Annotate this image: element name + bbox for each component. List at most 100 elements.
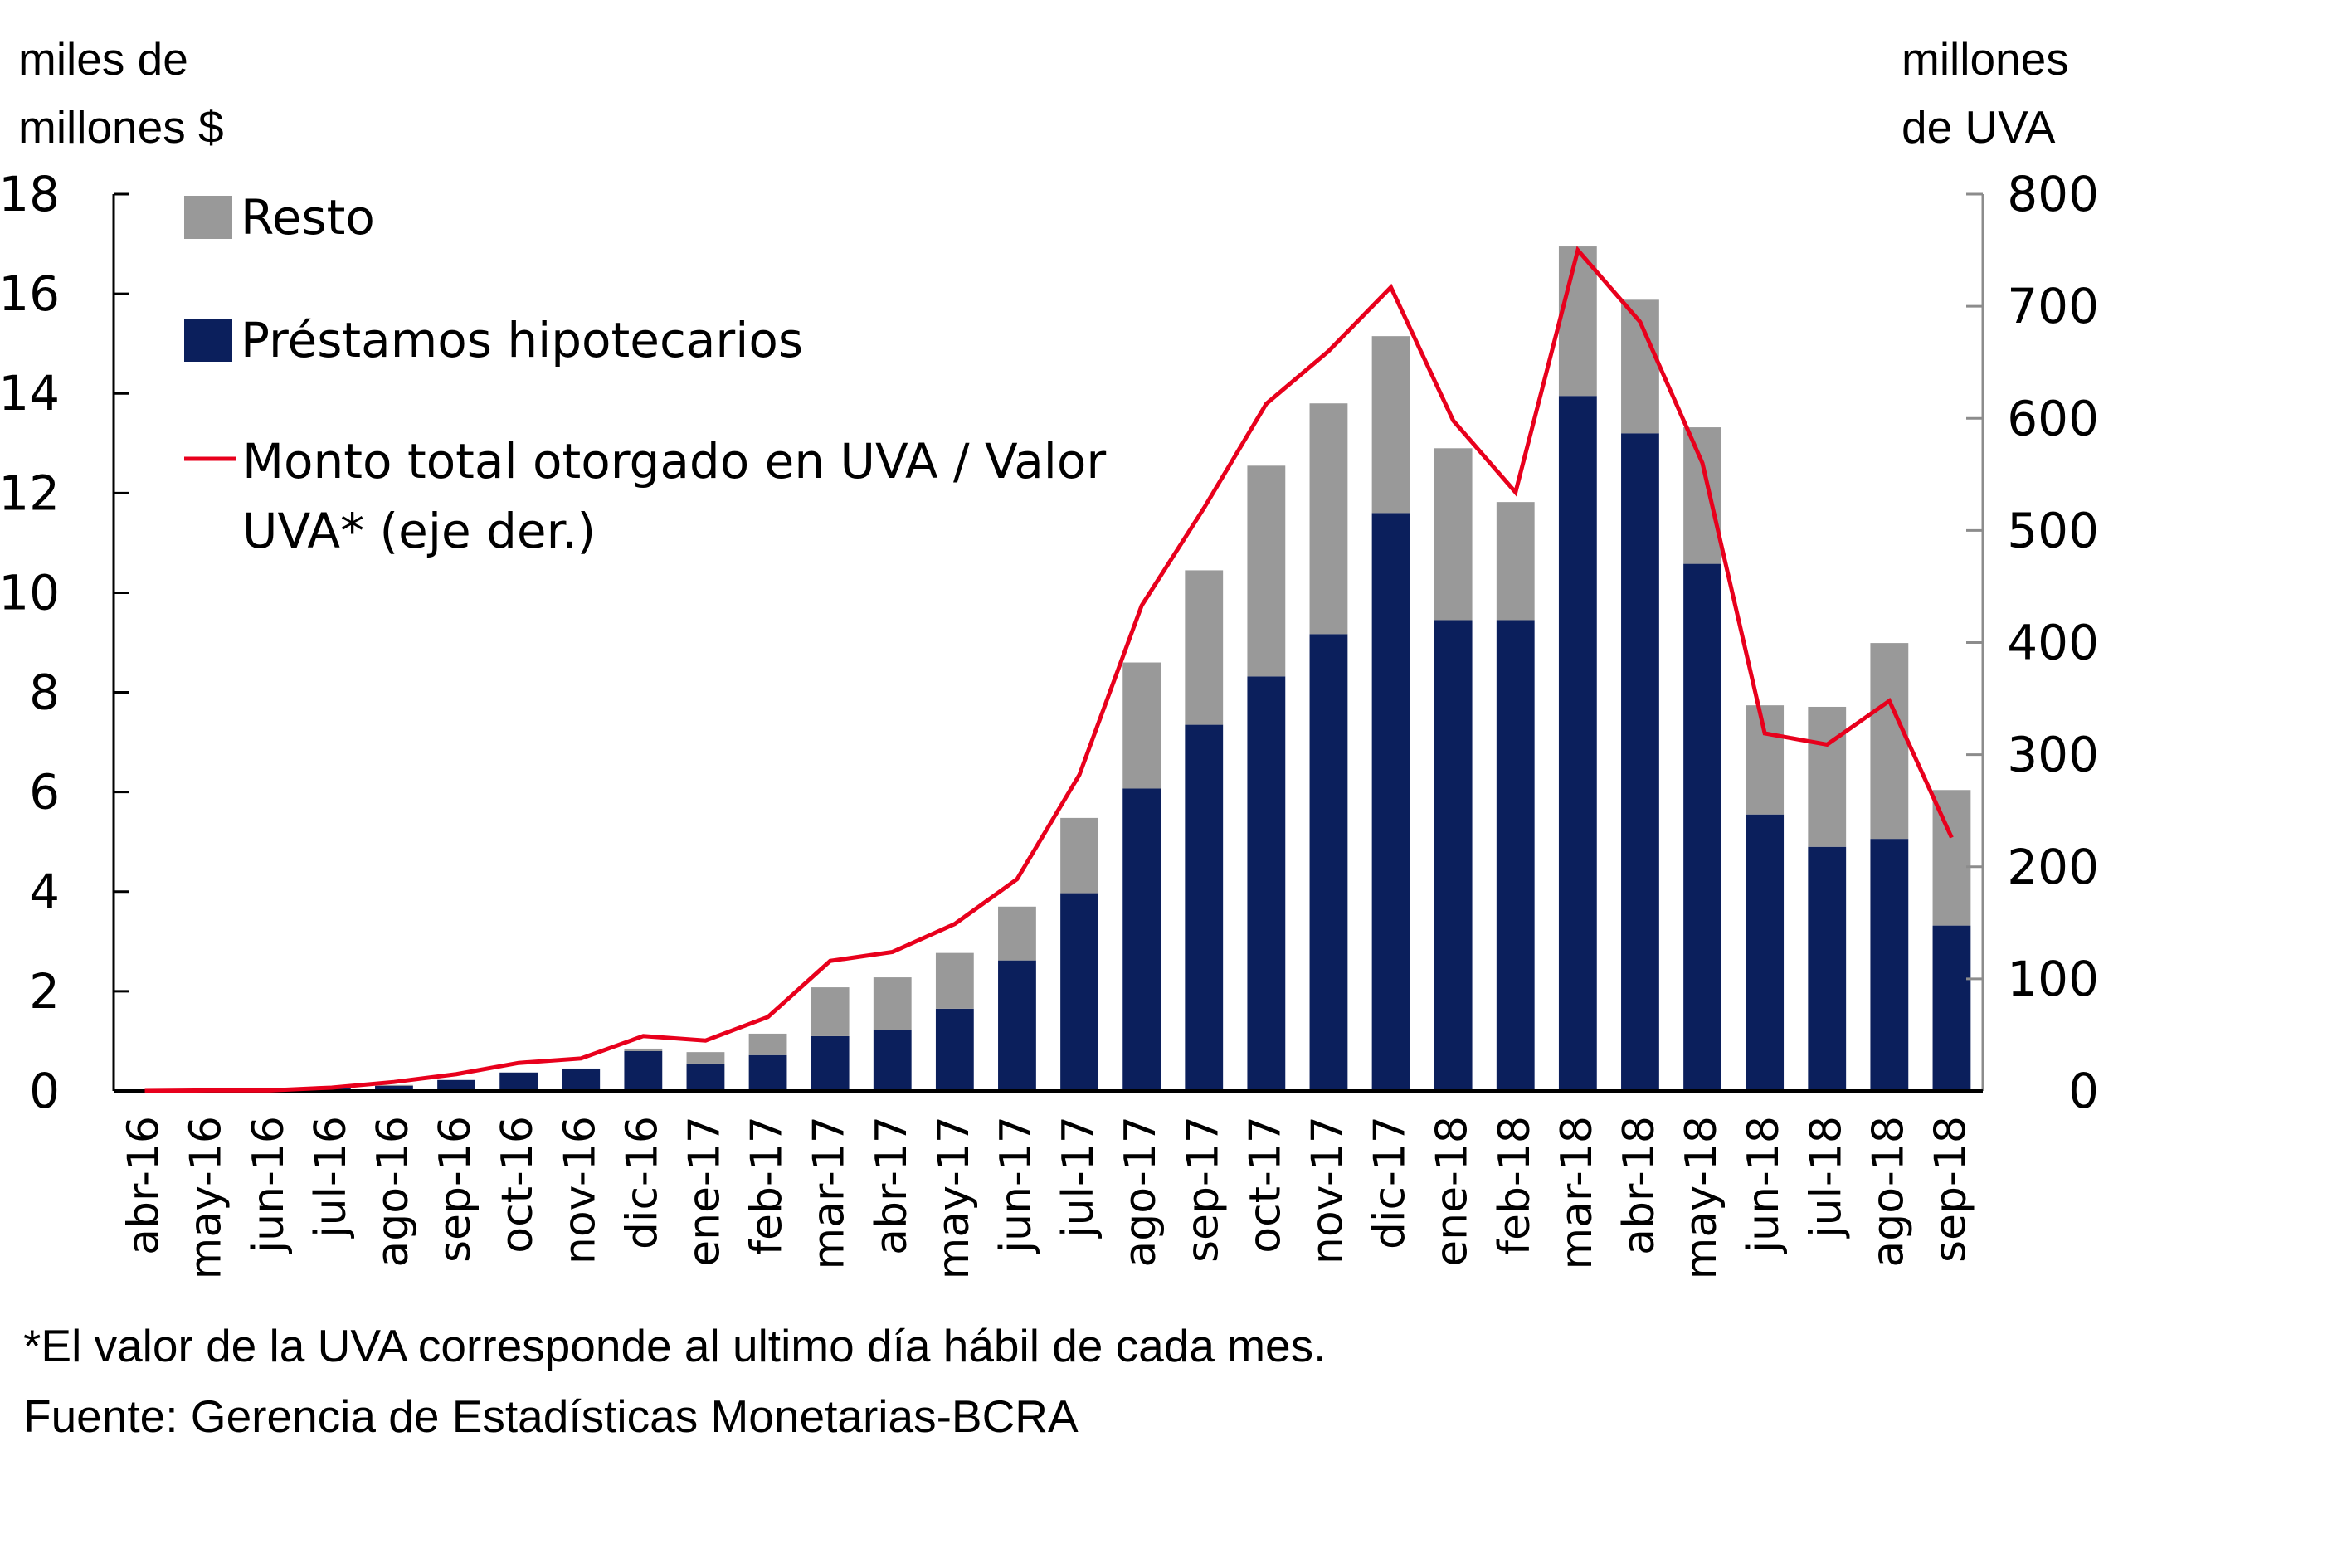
x-axis-tick-label: abr-18 <box>1614 1116 1664 1255</box>
bar-resto <box>998 906 1036 961</box>
left-axis-tick-label: 2 <box>29 963 60 1020</box>
x-axis-tick-label: ago-16 <box>368 1116 418 1268</box>
right-axis-tick-label: 0 <box>2068 1063 2099 1119</box>
bar-resto <box>624 1048 663 1051</box>
x-axis-tick-label: dic-16 <box>617 1116 667 1249</box>
bar-resto <box>1870 643 1909 840</box>
left-axis-tick-label: 16 <box>0 265 60 322</box>
bar-prestamos-hipotecarios <box>686 1063 725 1091</box>
x-axis-tick-label: jun-16 <box>244 1116 294 1254</box>
bar-prestamos-hipotecarios <box>1185 724 1224 1091</box>
bar-resto <box>811 987 850 1036</box>
bar-resto <box>873 977 912 1030</box>
x-axis-tick-label: sep-17 <box>1178 1116 1228 1263</box>
bar-resto <box>1746 705 1785 815</box>
left-axis-tick-label: 0 <box>29 1063 60 1119</box>
x-axis-tick-label: jun-18 <box>1739 1116 1789 1254</box>
x-axis-tick-label: jun-17 <box>991 1116 1041 1254</box>
right-axis-tick-label: 600 <box>2007 390 2099 446</box>
x-axis-tick-label: ene-17 <box>679 1116 729 1267</box>
x-axis-tick-label: may-16 <box>182 1116 231 1279</box>
bar-prestamos-hipotecarios <box>1122 788 1161 1091</box>
x-axis-tick-label: jul-16 <box>306 1116 356 1239</box>
x-axis-tick-label: ene-18 <box>1428 1116 1478 1267</box>
right-axis-tick-label: 700 <box>2007 278 2099 334</box>
bar-resto <box>1371 336 1410 514</box>
bar-prestamos-hipotecarios <box>811 1035 850 1091</box>
x-axis-tick-label: sep-18 <box>1926 1116 1975 1263</box>
x-axis-tick-label: oct-16 <box>493 1116 543 1254</box>
bar-prestamos-hipotecarios <box>1746 814 1785 1091</box>
bar-resto <box>1496 502 1535 621</box>
right-axis-title-line-1: millones <box>1902 33 2069 85</box>
left-axis-tick-label: 12 <box>0 465 60 521</box>
x-axis-tick-label: feb-18 <box>1490 1116 1540 1255</box>
legend-label-prestamos-hipotecarios: Préstamos hipotecarios <box>241 312 803 368</box>
bar-prestamos-hipotecarios <box>1683 563 1721 1091</box>
bar-prestamos-hipotecarios <box>1932 925 1971 1091</box>
bar-resto <box>686 1052 725 1064</box>
x-axis-tick-label: abr-16 <box>119 1116 169 1255</box>
bar-prestamos-hipotecarios <box>1808 846 1847 1091</box>
bar-resto <box>1683 427 1721 564</box>
bar-resto <box>1434 448 1473 621</box>
right-axis-tick-label: 300 <box>2007 727 2099 783</box>
x-axis-tick-label: jul-17 <box>1054 1116 1103 1239</box>
left-axis-tick-label: 18 <box>0 166 60 222</box>
left-axis-title-line-1: miles de <box>18 33 188 85</box>
x-axis-tick-label: ago-18 <box>1863 1116 1913 1268</box>
x-axis-tick-label: oct-17 <box>1240 1116 1290 1254</box>
bar-prestamos-hipotecarios <box>1371 513 1410 1091</box>
footnote-source: Fuente: Gerencia de Estadísticas Monetar… <box>23 1390 1079 1442</box>
x-axis-tick-label: feb-17 <box>743 1116 792 1255</box>
x-axis-tick-label: mar-17 <box>805 1116 855 1270</box>
bar-prestamos-hipotecarios <box>873 1030 912 1091</box>
x-axis-tick-label: dic-17 <box>1366 1116 1415 1249</box>
bar-prestamos-hipotecarios <box>1247 676 1286 1091</box>
bar-prestamos-hipotecarios <box>998 960 1036 1091</box>
bar-prestamos-hipotecarios <box>437 1079 475 1091</box>
bar-prestamos-hipotecarios <box>1496 620 1535 1091</box>
bar-prestamos-hipotecarios <box>375 1085 413 1091</box>
bar-prestamos-hipotecarios <box>1060 893 1098 1091</box>
bar-prestamos-hipotecarios <box>748 1054 787 1091</box>
bar-resto <box>1060 817 1098 894</box>
right-axis-title: millones de UVA <box>1902 25 2069 161</box>
right-axis-tick-label: 400 <box>2007 615 2099 671</box>
right-axis-tick-label: 200 <box>2007 839 2099 895</box>
bar-resto <box>375 1084 413 1086</box>
bar-prestamos-hipotecarios <box>1434 620 1473 1091</box>
legend-swatch-prestamos-hipotecarios <box>184 319 232 362</box>
x-axis-tick-label: may-17 <box>929 1116 979 1279</box>
bar-resto <box>748 1033 787 1055</box>
bar-prestamos-hipotecarios <box>935 1008 974 1091</box>
x-axis-tick-label: nov-16 <box>555 1116 605 1264</box>
bar-prestamos-hipotecarios <box>562 1068 601 1091</box>
left-axis-tick-label: 6 <box>29 764 60 821</box>
x-axis-tick-label: jul-18 <box>1801 1116 1851 1239</box>
x-axis-tick-label: may-18 <box>1677 1116 1726 1279</box>
left-axis-tick-label: 8 <box>29 665 60 721</box>
bar-prestamos-hipotecarios <box>1870 839 1909 1091</box>
legend-label-monto-uva-line2: UVA* (eje der.) <box>242 503 596 559</box>
legend-label-resto: Resto <box>241 189 375 246</box>
bar-prestamos-hipotecarios <box>1309 634 1348 1091</box>
x-axis-tick-label: ago-17 <box>1116 1116 1166 1268</box>
x-axis-tick-label: nov-17 <box>1303 1116 1352 1264</box>
line-monto-uva <box>144 246 1954 1093</box>
right-axis-tick-label: 800 <box>2007 166 2099 222</box>
bar-resto <box>1558 246 1597 397</box>
bar-prestamos-hipotecarios <box>1621 433 1659 1091</box>
left-axis-title-line-2: millones $ <box>18 101 224 153</box>
legend-swatch-resto <box>184 196 232 239</box>
footnote-uva: *El valor de la UVA corresponde al ultim… <box>23 1320 1327 1371</box>
bar-resto <box>1247 465 1286 677</box>
legend-label-monto-uva-line1: Monto total otorgado en UVA / Valor <box>242 433 1106 489</box>
bar-resto <box>1122 662 1161 789</box>
bar-resto <box>1185 570 1224 725</box>
right-axis-tick-label: 500 <box>2007 502 2099 558</box>
bar-resto <box>1309 403 1348 635</box>
bar-prestamos-hipotecarios <box>499 1072 538 1091</box>
left-axis-tick-label: 10 <box>0 564 60 621</box>
